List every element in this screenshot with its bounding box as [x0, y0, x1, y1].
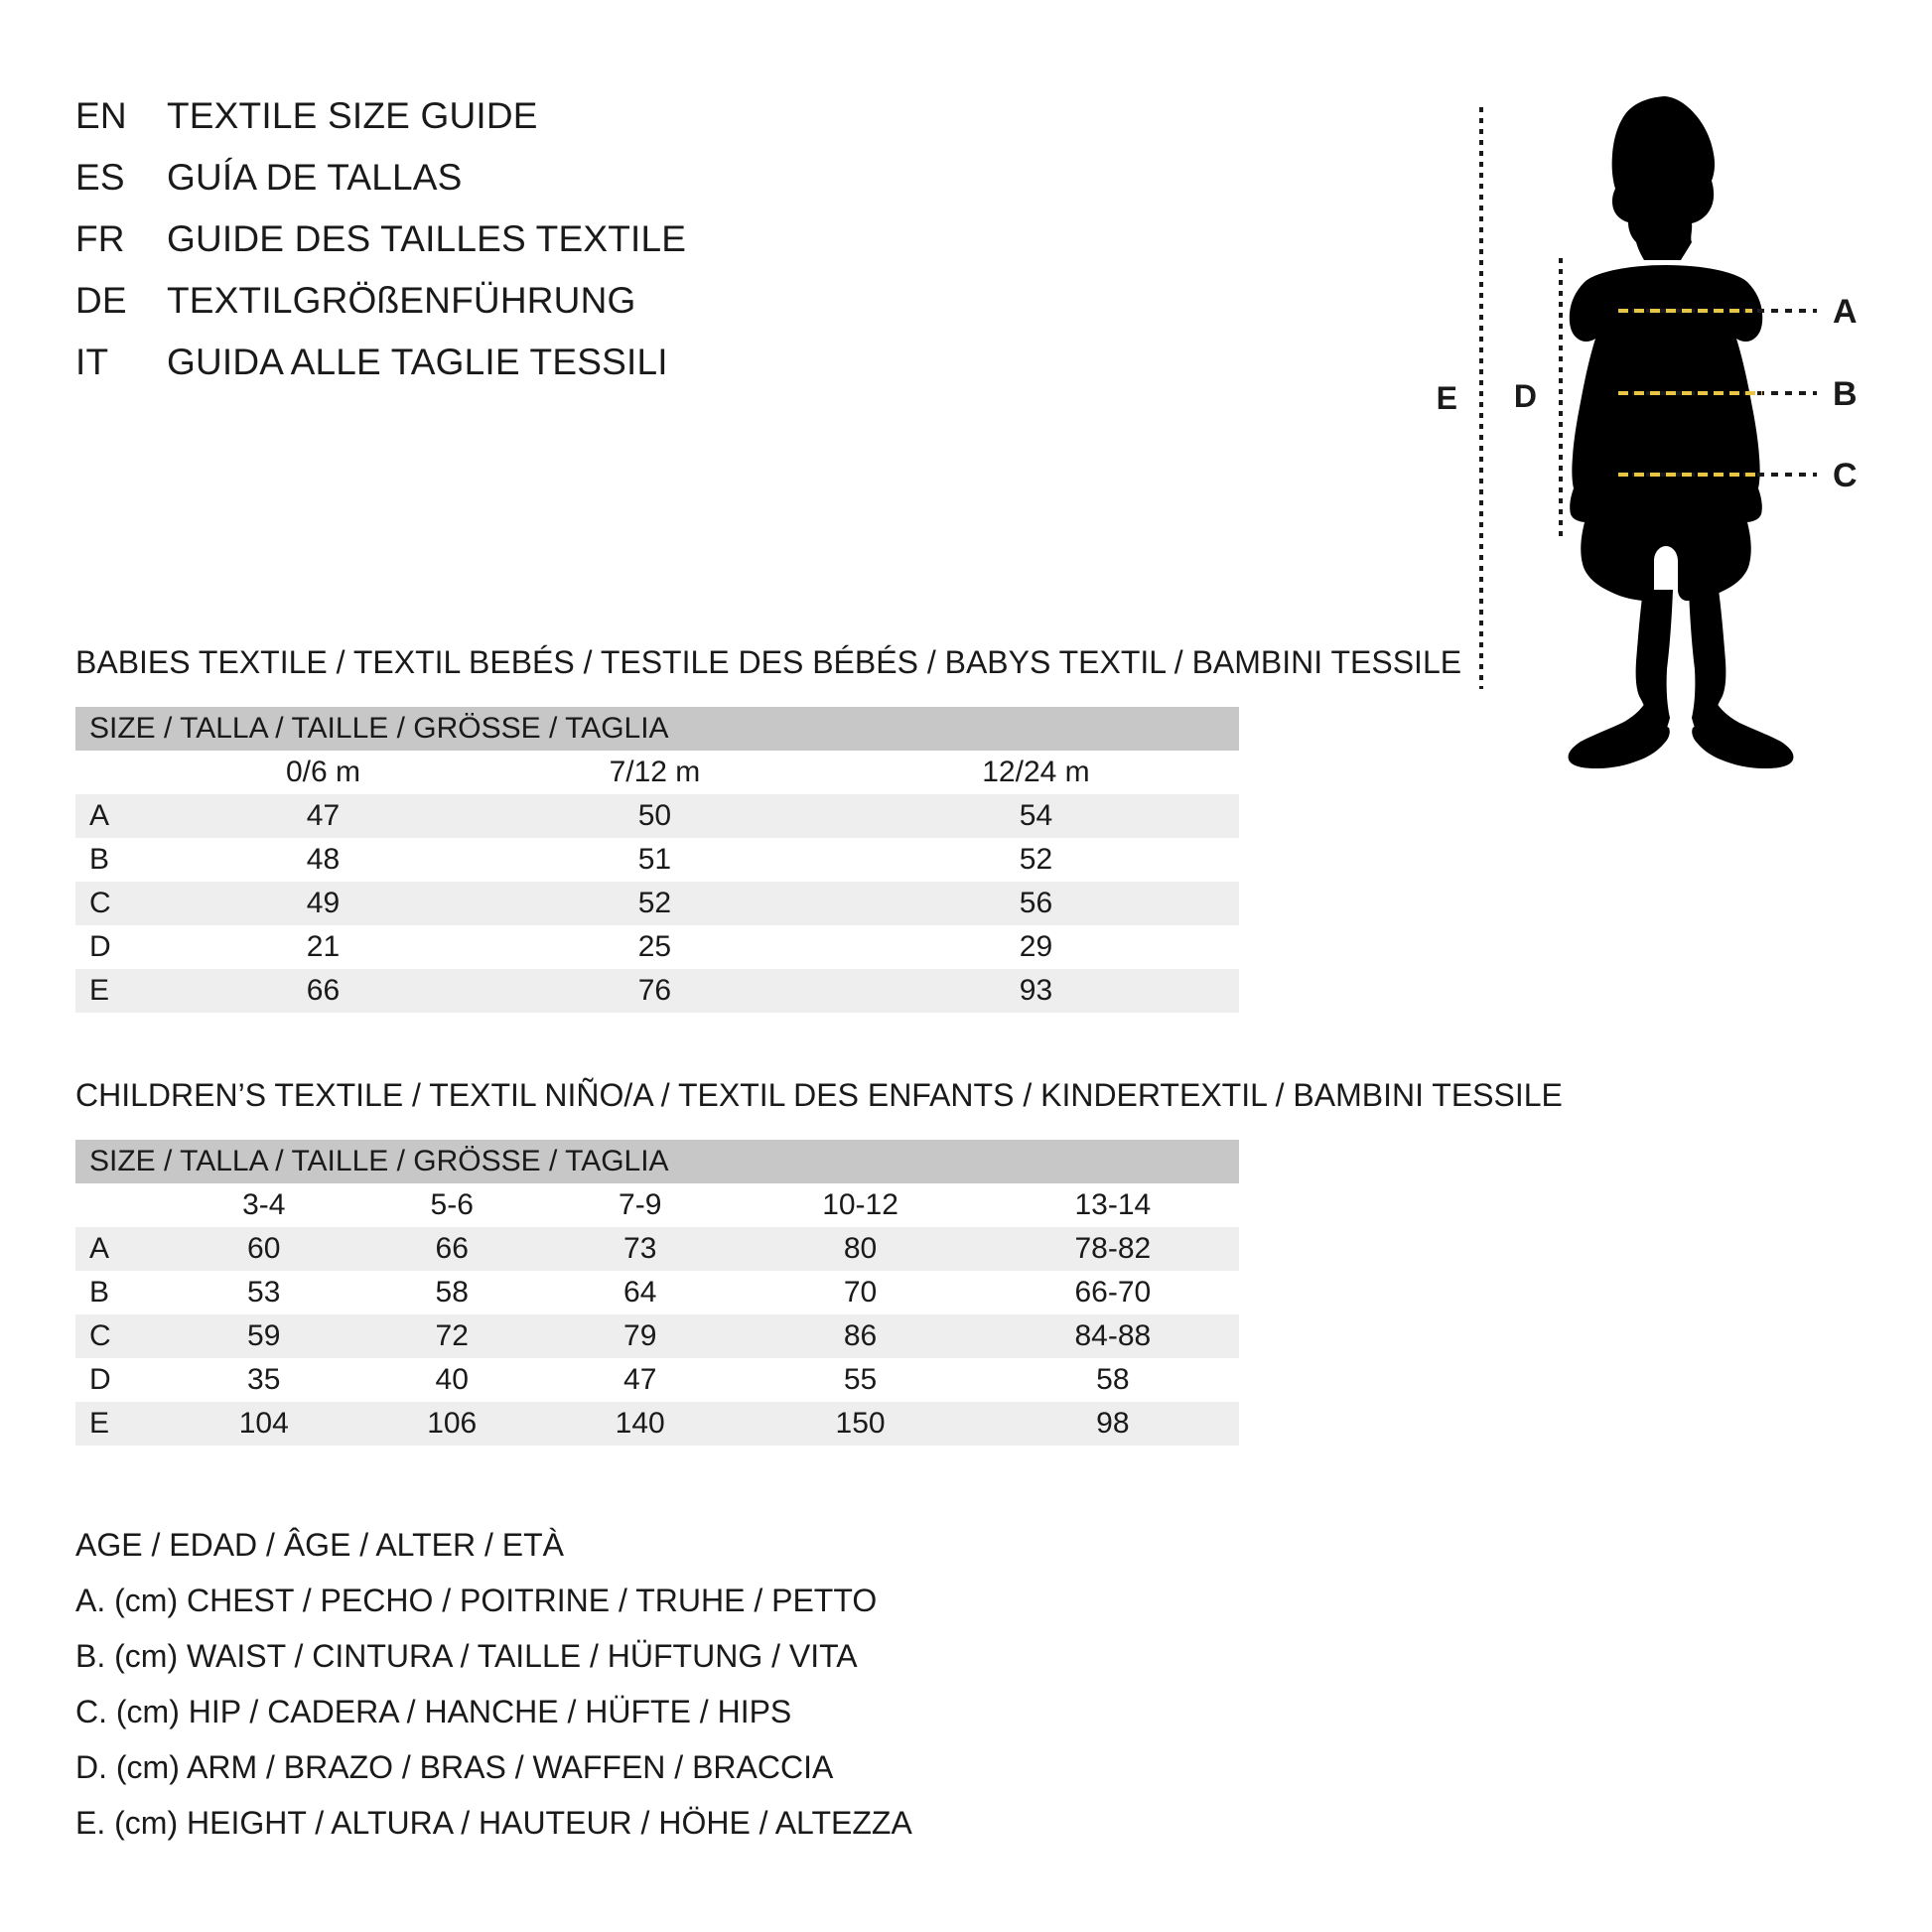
svg-text:B: B: [1833, 375, 1858, 413]
svg-text:A: A: [1833, 293, 1858, 331]
svg-text:D: D: [1514, 378, 1537, 414]
svg-text:E: E: [1437, 380, 1457, 416]
svg-text:C: C: [1833, 457, 1858, 494]
